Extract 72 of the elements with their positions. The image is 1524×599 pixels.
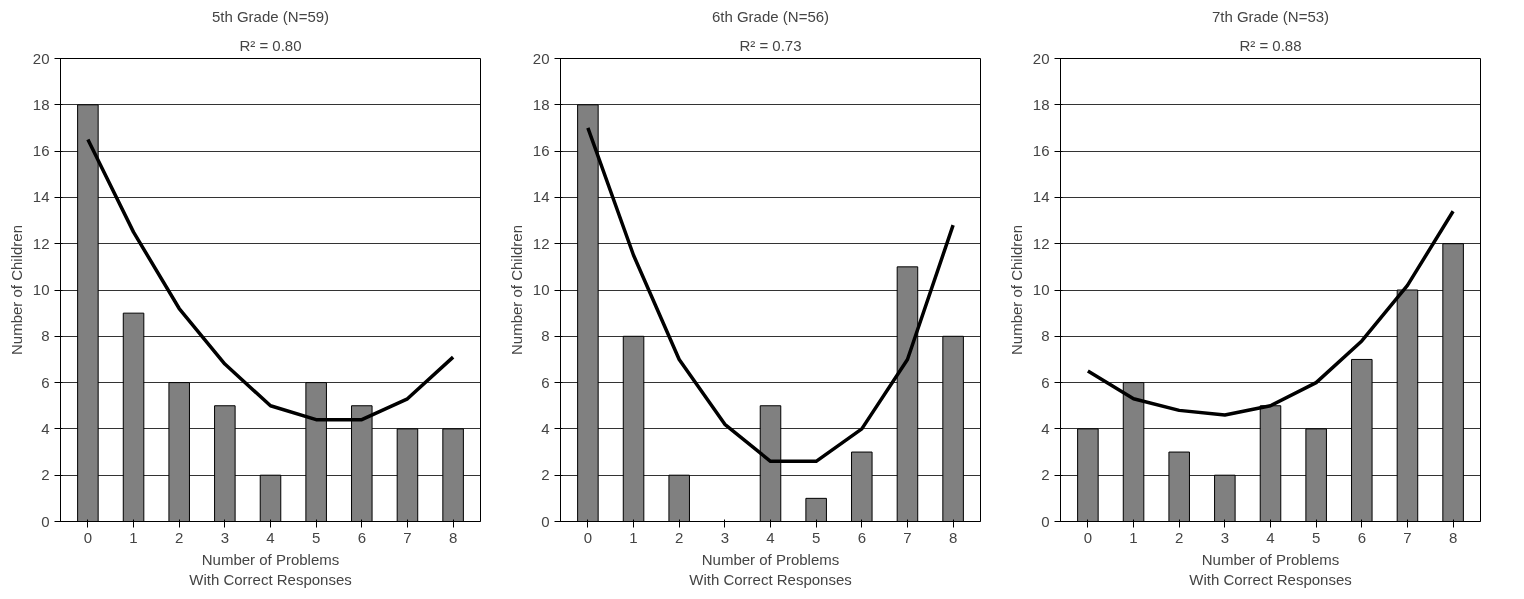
x-tick-label: 1 — [1129, 528, 1138, 546]
chart-subtitle: R² = 0.88 — [1239, 36, 1302, 54]
x-tick-label: 3 — [220, 528, 230, 546]
x-tick-label: 1 — [129, 528, 138, 546]
y-tick-label: 20 — [1032, 49, 1050, 67]
y-tick-label: 16 — [532, 142, 550, 160]
y-axis-title: Number of Children — [1007, 224, 1025, 356]
y-tick-label: 8 — [41, 327, 50, 345]
y-tick-label: 2 — [41, 466, 50, 484]
x-tick-label: 1 — [629, 528, 638, 546]
chart-subtitle: R² = 0.73 — [739, 36, 802, 54]
y-tick-label: 16 — [1032, 142, 1050, 160]
x-tick-label: 0 — [583, 528, 593, 546]
y-tick-label: 2 — [541, 466, 550, 484]
y-tick-label: 14 — [32, 188, 50, 206]
y-tick-label: 16 — [32, 142, 50, 160]
x-tick-label: 5 — [1311, 528, 1321, 546]
chart-subtitle: R² = 0.80 — [239, 36, 302, 54]
y-tick-label: 6 — [41, 373, 50, 391]
x-tick-label: 4 — [766, 528, 775, 546]
y-tick-label: 12 — [1032, 234, 1050, 252]
chart-title: 7th Grade (N=53) — [1211, 7, 1330, 25]
y-tick-label: 0 — [1041, 512, 1050, 530]
x-tick-label: 4 — [1266, 528, 1275, 546]
x-tick-label: 7 — [403, 528, 412, 546]
x-tick-label: 6 — [357, 528, 366, 546]
x-tick-label: 4 — [266, 528, 275, 546]
x-tick-label: 3 — [1220, 528, 1230, 546]
x-tick-label: 0 — [83, 528, 93, 546]
x-tick-label: 7 — [903, 528, 912, 546]
y-tick-label: 8 — [1041, 327, 1050, 345]
y-tick-label: 12 — [32, 234, 50, 252]
x-axis-title: Number of Problems With Correct Responses — [189, 550, 352, 588]
y-tick-label: 8 — [541, 327, 550, 345]
y-tick-label: 0 — [541, 512, 550, 530]
x-tick-label: 6 — [1357, 528, 1366, 546]
x-axis-title: Number of Problems With Correct Responses — [689, 550, 852, 588]
y-tick-label: 18 — [32, 95, 50, 113]
y-tick-label: 20 — [532, 49, 550, 67]
x-tick-label: 2 — [1175, 528, 1184, 546]
x-tick-label: 3 — [720, 528, 730, 546]
x-tick-label: 0 — [1083, 528, 1093, 546]
x-tick-label: 8 — [948, 528, 958, 546]
y-tick-label: 4 — [1041, 419, 1050, 437]
x-tick-label: 6 — [857, 528, 866, 546]
y-tick-label: 18 — [1032, 95, 1050, 113]
y-tick-label: 14 — [532, 188, 550, 206]
y-tick-label: 4 — [41, 419, 50, 437]
y-axis-title: Number of Children — [7, 224, 25, 356]
y-tick-label: 2 — [1041, 466, 1050, 484]
y-tick-label: 4 — [541, 419, 550, 437]
x-tick-label: 5 — [811, 528, 821, 546]
y-tick-label: 10 — [532, 281, 550, 298]
chart-title: 6th Grade (N=56) — [711, 7, 830, 25]
y-tick-label: 10 — [32, 281, 50, 298]
y-axis-title: Number of Children — [507, 224, 525, 356]
x-tick-label: 8 — [448, 528, 458, 546]
chart-title: 5th Grade (N=59) — [211, 7, 330, 25]
x-tick-label: 2 — [175, 528, 184, 546]
y-tick-label: 6 — [1041, 373, 1050, 391]
y-tick-label: 18 — [532, 95, 550, 113]
x-tick-label: 7 — [1403, 528, 1412, 546]
y-tick-label: 12 — [532, 234, 550, 252]
y-tick-label: 14 — [1032, 188, 1050, 206]
x-axis-title: Number of Problems With Correct Responses — [1189, 550, 1352, 588]
x-tick-label: 5 — [311, 528, 321, 546]
x-tick-label: 8 — [1448, 528, 1458, 546]
x-tick-label: 2 — [675, 528, 684, 546]
y-tick-label: 10 — [1032, 281, 1050, 298]
y-tick-label: 6 — [541, 373, 550, 391]
y-tick-label: 0 — [41, 512, 50, 530]
y-tick-label: 20 — [32, 49, 50, 67]
